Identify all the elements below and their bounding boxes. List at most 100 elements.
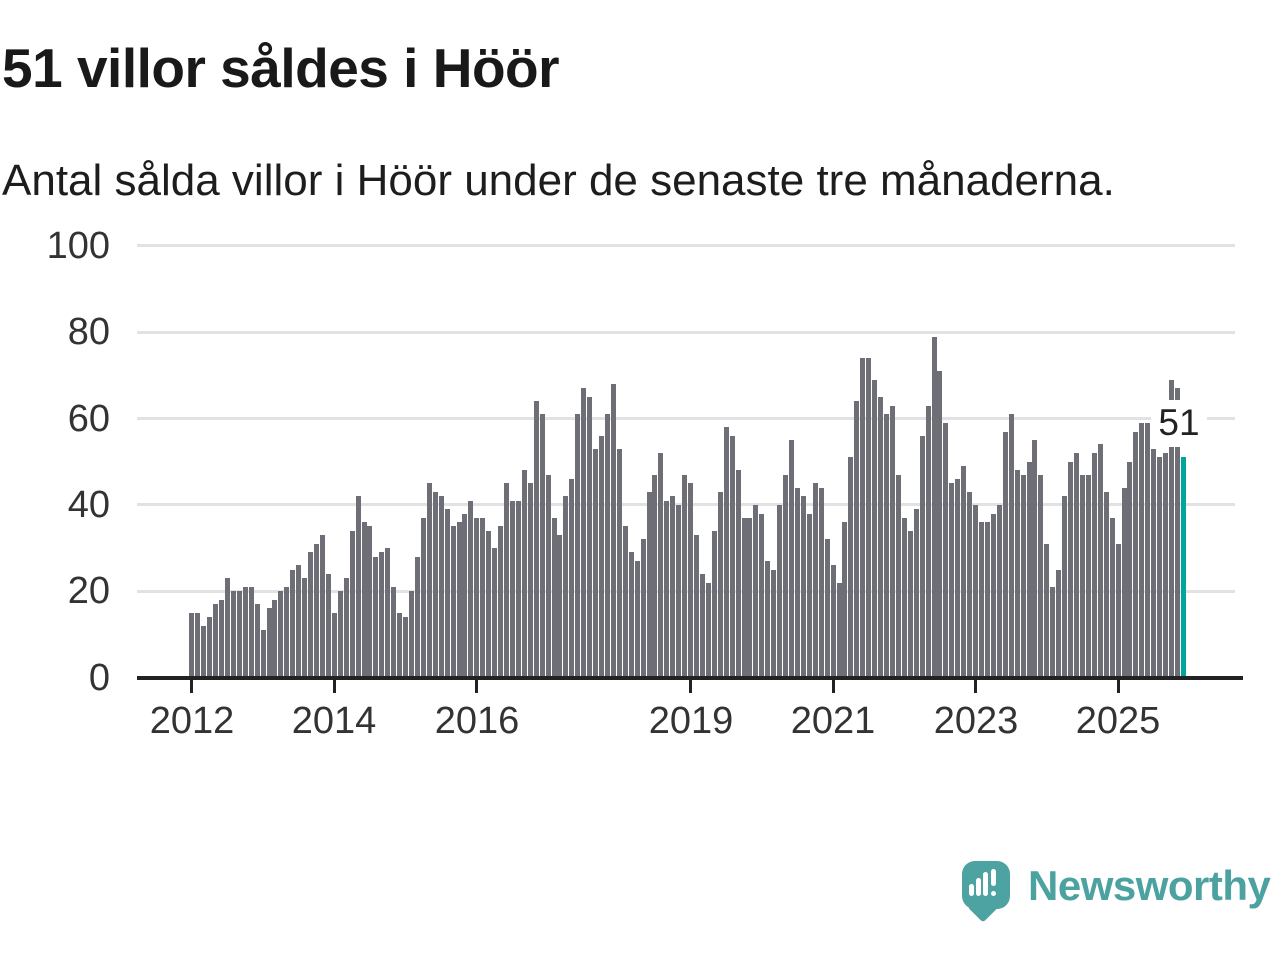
bar bbox=[1026, 461, 1032, 678]
bar bbox=[889, 405, 895, 678]
bar bbox=[640, 539, 646, 678]
bar bbox=[860, 358, 866, 678]
x-tick-label: 2014 bbox=[291, 700, 377, 742]
gridline bbox=[137, 331, 1235, 334]
bar bbox=[403, 617, 409, 678]
bar bbox=[486, 530, 492, 678]
bar bbox=[806, 513, 812, 678]
x-tick bbox=[475, 680, 478, 693]
bar bbox=[1002, 431, 1008, 678]
x-tick-label: 2016 bbox=[434, 700, 520, 742]
bar bbox=[1157, 457, 1163, 678]
bar bbox=[474, 517, 480, 678]
bar bbox=[314, 543, 319, 678]
bar bbox=[230, 591, 236, 678]
bar bbox=[646, 491, 652, 678]
bar bbox=[937, 371, 943, 678]
bar bbox=[717, 491, 723, 678]
bar bbox=[723, 427, 729, 678]
bar bbox=[895, 474, 901, 678]
bar bbox=[515, 500, 521, 678]
bar bbox=[319, 535, 325, 678]
bar bbox=[699, 573, 705, 678]
bar bbox=[504, 483, 509, 678]
bar bbox=[1115, 543, 1121, 678]
bar bbox=[302, 578, 308, 678]
y-tick-label: 80 bbox=[67, 311, 110, 353]
bar bbox=[878, 396, 883, 678]
bar bbox=[242, 586, 248, 678]
bar bbox=[610, 384, 616, 678]
bar bbox=[236, 591, 242, 678]
bar bbox=[705, 582, 711, 678]
bar bbox=[1085, 474, 1091, 678]
bar bbox=[325, 573, 331, 678]
bar bbox=[527, 483, 533, 678]
bar bbox=[955, 478, 961, 678]
bar bbox=[1038, 474, 1044, 678]
bar bbox=[462, 513, 468, 678]
bar bbox=[284, 586, 290, 678]
bar bbox=[272, 599, 278, 678]
bar bbox=[468, 500, 474, 678]
x-tick bbox=[974, 680, 977, 693]
bar bbox=[984, 522, 990, 678]
bar bbox=[1091, 453, 1097, 678]
bar bbox=[949, 483, 955, 678]
bar bbox=[1050, 586, 1056, 678]
bar bbox=[1151, 448, 1157, 678]
bar bbox=[711, 530, 717, 678]
x-tick bbox=[1117, 680, 1120, 693]
bar bbox=[747, 517, 753, 678]
bar bbox=[818, 487, 824, 678]
bar bbox=[266, 608, 272, 678]
bar bbox=[224, 578, 230, 678]
bar bbox=[765, 561, 771, 678]
bar bbox=[337, 591, 343, 678]
bar bbox=[521, 470, 527, 678]
x-tick bbox=[190, 680, 193, 693]
bar bbox=[498, 526, 504, 678]
bar bbox=[219, 599, 224, 678]
x-axis-line bbox=[137, 676, 1243, 680]
bar bbox=[201, 625, 207, 678]
bar bbox=[694, 535, 699, 678]
bar bbox=[688, 483, 693, 678]
x-tick bbox=[689, 680, 692, 693]
bar bbox=[759, 513, 765, 678]
bar bbox=[919, 435, 925, 678]
bar bbox=[1008, 414, 1014, 678]
bar bbox=[260, 630, 266, 678]
bar bbox=[557, 535, 563, 678]
bar bbox=[771, 569, 777, 678]
bar bbox=[456, 522, 462, 678]
bar bbox=[990, 513, 996, 678]
bar bbox=[1163, 453, 1168, 678]
bar bbox=[830, 565, 836, 678]
bar bbox=[1174, 388, 1180, 678]
bar bbox=[1103, 491, 1109, 678]
bar bbox=[391, 586, 397, 678]
bar bbox=[729, 435, 735, 678]
bar bbox=[331, 612, 337, 678]
bar bbox=[492, 548, 498, 678]
bar bbox=[836, 582, 842, 678]
bar bbox=[943, 422, 949, 678]
bar bbox=[367, 526, 373, 678]
bar bbox=[1133, 431, 1139, 678]
bar bbox=[409, 591, 414, 678]
bar bbox=[599, 435, 604, 678]
bar bbox=[783, 474, 788, 678]
bar bbox=[789, 440, 794, 678]
y-tick-label: 100 bbox=[46, 225, 110, 267]
bar bbox=[866, 358, 872, 678]
y-tick-label: 60 bbox=[67, 398, 110, 440]
bar bbox=[290, 569, 296, 678]
bar bbox=[854, 401, 860, 678]
bar bbox=[248, 586, 254, 678]
bar bbox=[682, 474, 688, 678]
bar bbox=[604, 414, 610, 678]
bar bbox=[1145, 422, 1151, 678]
bar bbox=[1068, 461, 1073, 678]
